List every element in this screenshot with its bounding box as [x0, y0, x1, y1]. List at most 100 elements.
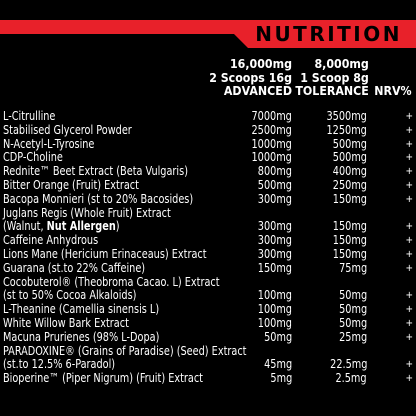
nrv-value: + — [405, 166, 413, 178]
advanced-amount: 300mg — [257, 191, 292, 206]
advanced-amount: 50mg — [264, 329, 292, 344]
nrv-value: + — [405, 248, 413, 260]
ingredient-name: (st.to 12.5% 6-Paradol) — [3, 357, 116, 372]
ingredient-name: Bacopa Monnieri (st to 20% Bacosides) — [3, 191, 194, 207]
ingredient-name-text: (st to 50% Cocoa Alkaloids) — [3, 288, 137, 303]
nrv-value: + — [405, 317, 413, 329]
ingredient-name-text: Stabilised Glycerol Powder — [3, 122, 132, 137]
ingredient-name: Lions Mane (Hericium Erinaceaus) Extract — [3, 246, 207, 262]
nutrition-title: NUTRITION — [255, 22, 402, 46]
ingredient-name: Rednite™ Beet Extract (Beta Vulgaris) — [3, 164, 188, 179]
advanced-amount: 800mg — [257, 164, 292, 179]
ingredient-name: Juglans Regis (Whole Fruit) Extract — [3, 206, 171, 221]
table-row: Guarana (st.to 22% Caffeine) 150mg 75mg + — [0, 260, 416, 276]
tolerance-amount: 250mg — [332, 177, 367, 192]
ingredient-name: Stabilised Glycerol Powder — [3, 122, 132, 138]
table-row: (st.to 12.5% 6-Paradol) 45mg 22.5mg + — [0, 357, 416, 372]
ingredient-name-text: (Walnut, — [3, 219, 47, 234]
tolerance-amount: 25mg — [339, 329, 367, 344]
ingredient-name: L-Citrulline — [3, 109, 56, 124]
nrv-value: + — [405, 111, 413, 122]
table-row: Stabilised Glycerol Powder 2500mg 1250mg + — [0, 122, 416, 138]
ingredient-name-text: Bacopa Monnieri (st to 20% Bacosides) — [3, 191, 194, 206]
table-row: White Willow Bark Extract 100mg 50mg + — [0, 315, 416, 331]
advanced-serving: 2 Scoops 16g — [209, 70, 292, 85]
ingredient-name: Bioperine™ (Piper Nigrum) (Fruit) Extrac… — [3, 371, 203, 386]
table-row: Cocobuterol® (Theobroma Cacao. L) Extrac… — [0, 274, 416, 290]
advanced-amount: 500mg — [257, 177, 292, 192]
tolerance-amount: 3500mg — [326, 109, 367, 123]
header-red-banner — [0, 20, 416, 48]
ingredient-name: Caffeine Anhydrous — [3, 233, 99, 248]
advanced-amount: 300mg — [257, 233, 292, 248]
ingredient-name-text: N-Acetyl-L-Tyrosine — [3, 136, 95, 151]
tolerance-amount: 22.5mg — [329, 357, 367, 372]
ingredient-name-text: Caffeine Anhydrous — [3, 233, 99, 248]
table-row: Macuna Prurienes (98% L-Dopa) 50mg 25mg + — [0, 329, 416, 345]
ingredient-name-text: L-Citrulline — [3, 109, 56, 123]
nrv-value: + — [405, 331, 413, 343]
ingredient-name: (st to 50% Cocoa Alkaloids) — [3, 288, 137, 303]
ingredient-name-suffix: ) — [115, 219, 120, 234]
ingredient-name-text: Cocobuterol® (Theobroma Cacao. L) Extrac… — [3, 274, 220, 289]
ingredient-name: PARADOXINE® (Grains of Paradise) (Seed) … — [3, 344, 246, 359]
nrv-value: + — [405, 373, 413, 385]
table-row: PARADOXINE® (Grains of Paradise) (Seed) … — [0, 344, 416, 359]
ingredient-name: Cocobuterol® (Theobroma Cacao. L) Extrac… — [3, 274, 220, 290]
column-header-tolerance: 8,000mg 1 Scoop 8g TOLERANCE — [295, 57, 369, 99]
advanced-amount: 7000mg — [251, 109, 292, 123]
ingredient-name-text: CDP-Choline — [3, 150, 63, 165]
advanced-amount: 1000mg — [251, 150, 292, 165]
tolerance-amount: 150mg — [332, 191, 367, 206]
advanced-total: 16,000mg — [229, 57, 292, 71]
tolerance-amount: 50mg — [339, 288, 367, 303]
tolerance-amount: 50mg — [339, 315, 367, 330]
nrv-value: + — [405, 193, 413, 205]
ingredient-name-text: Bioperine™ (Piper Nigrum) (Fruit) Extrac… — [3, 371, 203, 386]
table-row: Rednite™ Beet Extract (Beta Vulgaris) 800… — [0, 164, 416, 179]
ingredient-name-text: White Willow Bark Extract — [3, 315, 129, 330]
table-row: N-Acetyl-L-Tyrosine 1000mg 500mg + — [0, 136, 416, 152]
ingredient-name: White Willow Bark Extract — [3, 315, 129, 331]
ingredient-name: N-Acetyl-L-Tyrosine — [3, 136, 95, 152]
advanced-amount: 2500mg — [251, 122, 292, 137]
tolerance-amount: 150mg — [332, 246, 367, 261]
ingredient-name: L-Theanine (Camellia sinensis L) — [3, 302, 160, 317]
advanced-label: ADVANCED — [223, 84, 292, 98]
table-row: L-Theanine (Camellia sinensis L) 100mg 50m… — [0, 302, 416, 317]
ingredient-name-text: (st.to 12.5% 6-Paradol) — [3, 357, 116, 372]
ingredient-table: L-Citrulline 7000mg 3500mg + Stabilised Glyc… — [0, 109, 416, 386]
table-row: (st to 50% Cocoa Alkaloids) 100mg 50mg + — [0, 288, 416, 303]
ingredient-name-text: Bitter Orange (Fruit) Extract — [3, 177, 139, 192]
column-header-advanced: 16,000mg 2 Scoops 16g ADVANCED — [209, 57, 292, 99]
advanced-amount: 5mg — [270, 371, 292, 386]
nrv-value: + — [405, 235, 413, 247]
ingredient-name-text: Macuna Prurienes (98% L-Dopa) — [3, 329, 160, 344]
tolerance-amount: 75mg — [339, 260, 367, 275]
nrv-value: + — [405, 290, 413, 302]
ingredient-name: Guarana (st.to 22% Caffeine) — [3, 260, 146, 276]
table-row: L-Citrulline 7000mg 3500mg + — [0, 109, 416, 124]
tolerance-amount: 1250mg — [326, 122, 367, 137]
table-row: (Walnut, Nut Allergen) 300mg 150mg + — [0, 219, 416, 234]
table-row: Bitter Orange (Fruit) Extract 500mg 250mg + — [0, 177, 416, 193]
advanced-amount: 100mg — [257, 315, 292, 330]
tolerance-amount: 50mg — [339, 302, 367, 317]
tolerance-label: TOLERANCE — [295, 84, 369, 98]
tolerance-amount: 150mg — [332, 219, 367, 234]
nrv-value: + — [405, 138, 413, 150]
advanced-amount: 150mg — [257, 260, 292, 275]
nrv-value: + — [405, 179, 413, 191]
ingredient-name: Macuna Prurienes (98% L-Dopa) — [3, 329, 160, 345]
ingredient-name-text: Rednite™ Beet Extract (Beta Vulgaris) — [3, 164, 188, 179]
tolerance-amount: 2.5mg — [335, 371, 367, 386]
ingredient-name-text: L-Theanine (Camellia sinensis L) — [3, 302, 160, 317]
nutrition-header-bar: NUTRITION — [0, 20, 416, 48]
nrv-value: + — [405, 304, 413, 316]
advanced-amount: 300mg — [257, 246, 292, 261]
table-row: Caffeine Anhydrous 300mg 150mg + — [0, 233, 416, 248]
ingredient-name-text: Guarana (st.to 22% Caffeine) — [3, 260, 146, 275]
ingredient-name-text: Lions Mane (Hericium Erinaceaus) Extract — [3, 246, 207, 261]
ingredient-name: (Walnut, Nut Allergen) — [3, 219, 120, 234]
table-row: Lions Mane (Hericium Erinaceaus) Extract… — [0, 246, 416, 262]
